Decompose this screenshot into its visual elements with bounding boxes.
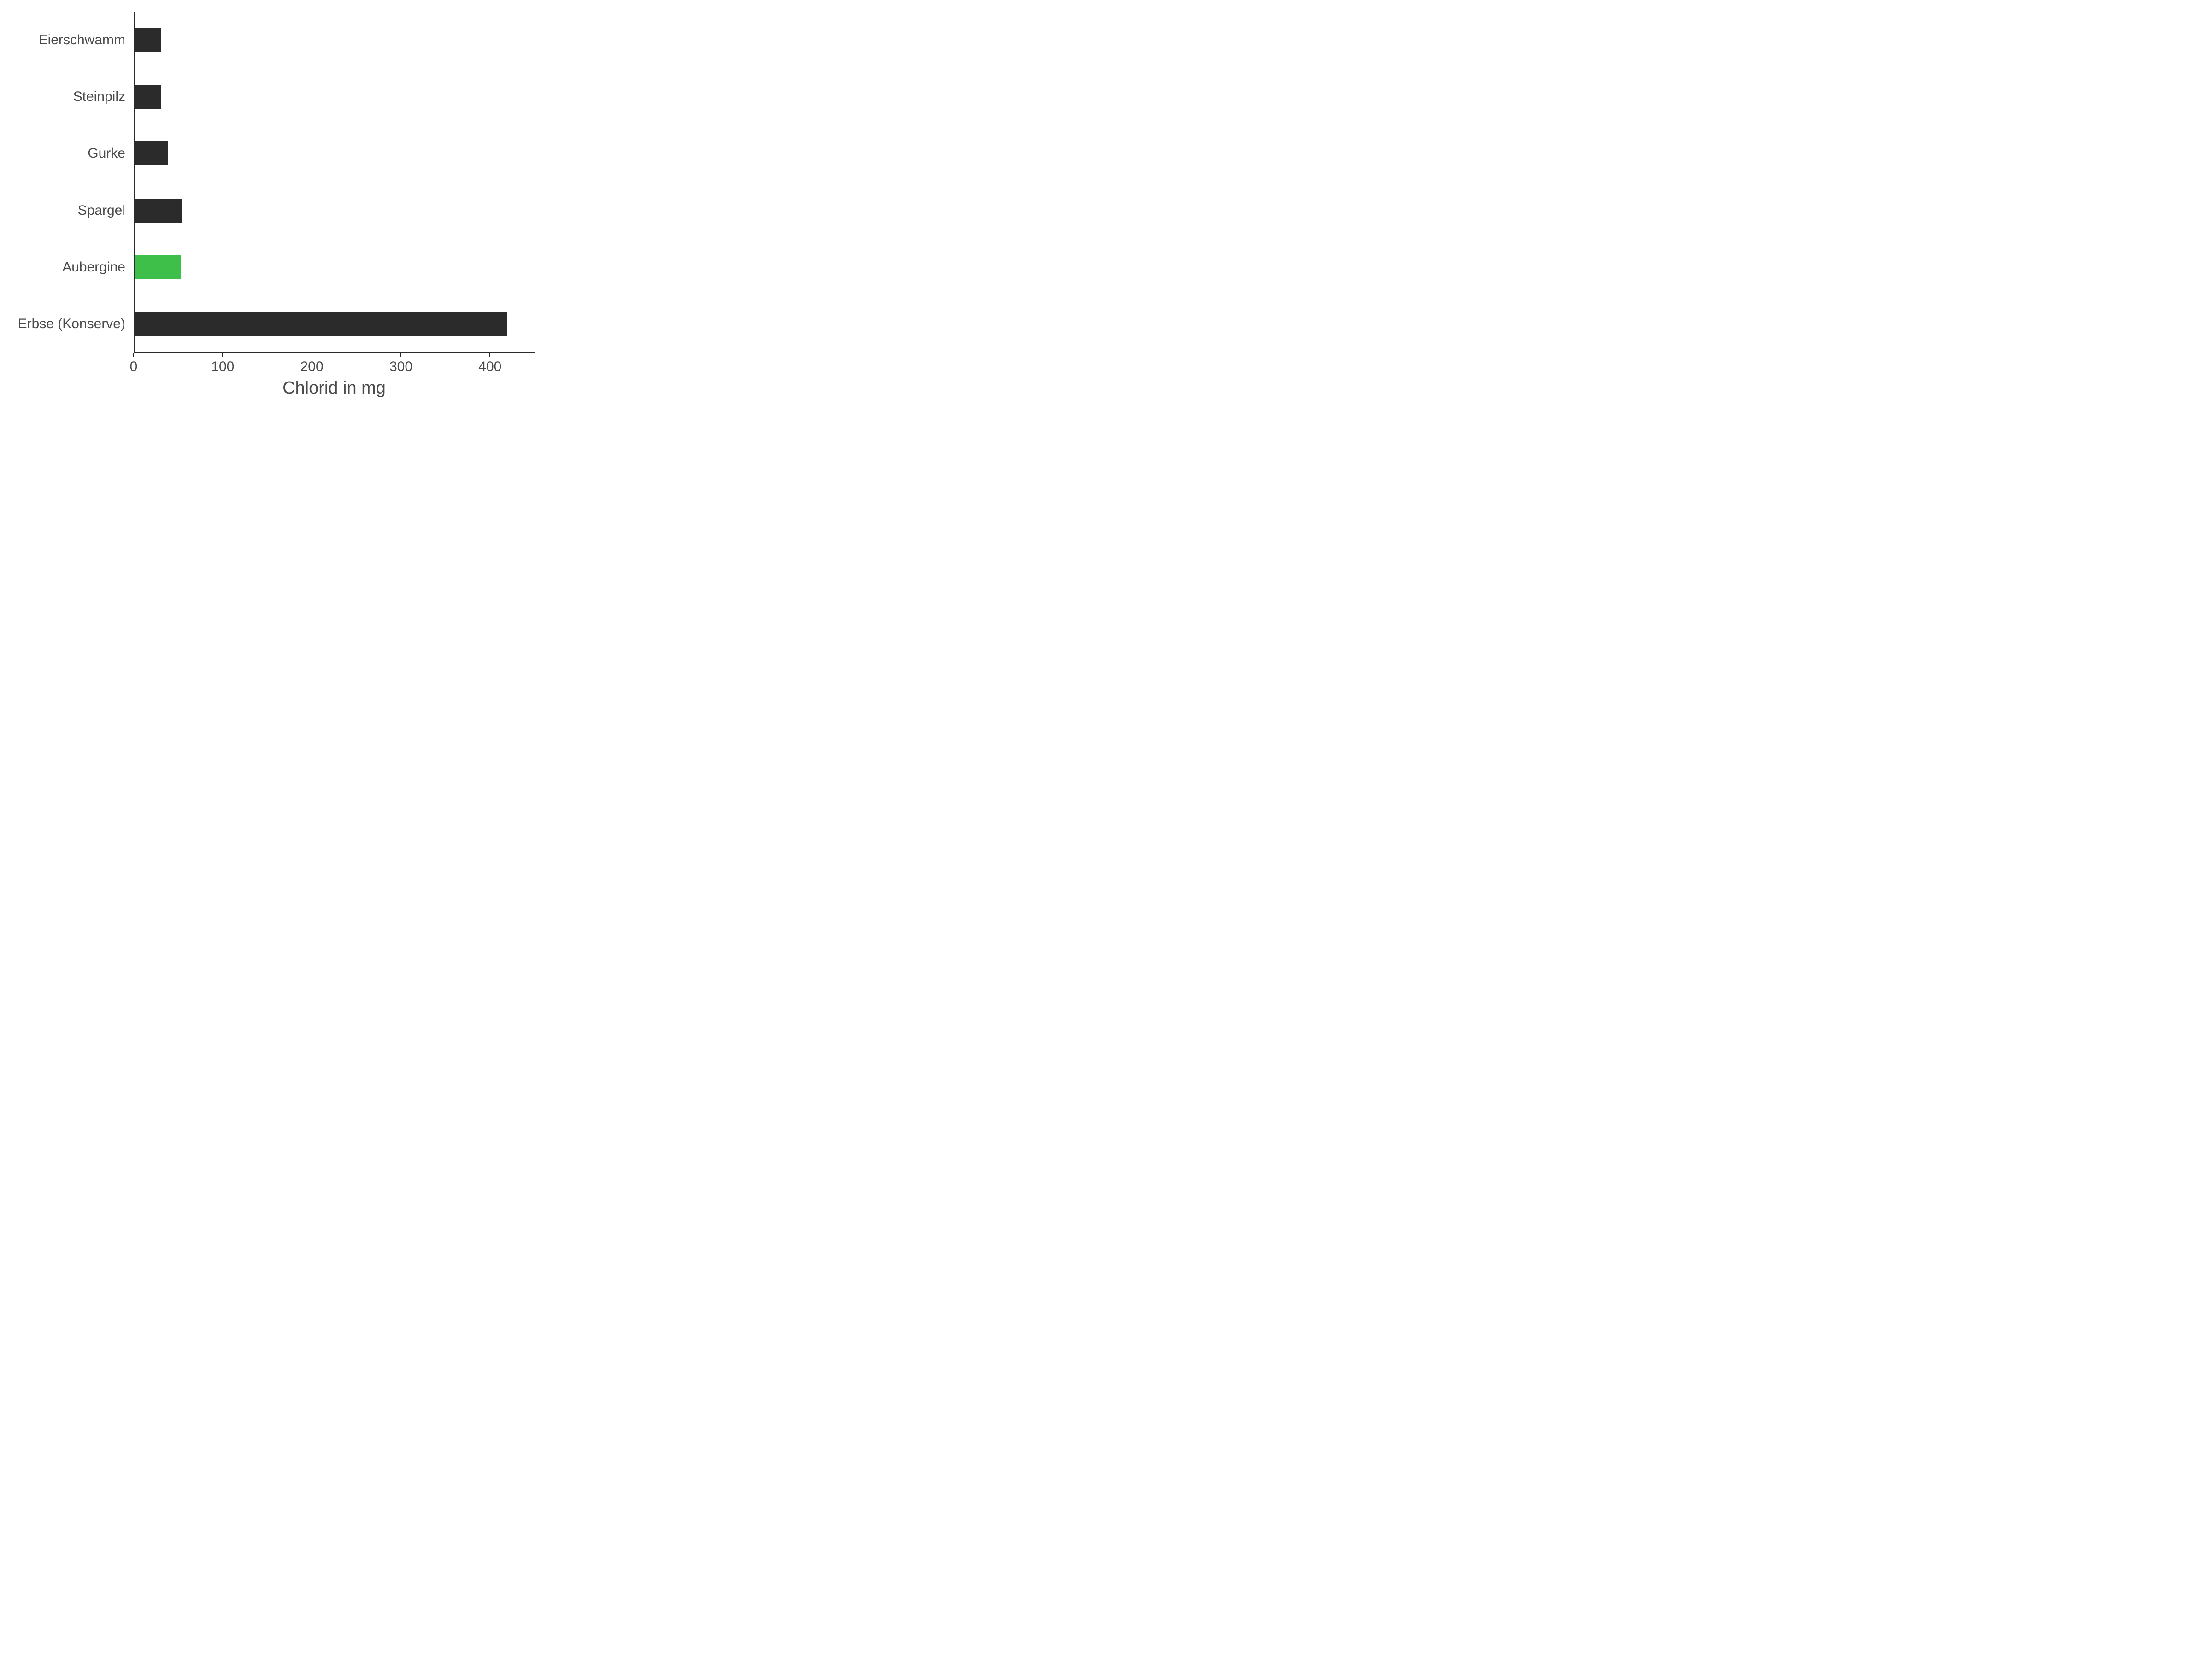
bar — [135, 141, 168, 165]
y-tick-label: Gurke — [88, 146, 125, 161]
bar — [135, 312, 507, 336]
y-tick-label: Erbse (Konserve) — [18, 316, 125, 332]
x-tick — [400, 353, 401, 357]
x-tick — [489, 353, 490, 357]
x-axis-title: Chlorid in mg — [282, 378, 386, 398]
bar — [135, 255, 181, 279]
x-tick — [133, 353, 134, 357]
x-tick-label: 300 — [389, 359, 412, 375]
x-tick-label: 400 — [478, 359, 501, 375]
y-tick-label: Aubergine — [62, 259, 125, 275]
y-tick-label: Spargel — [78, 203, 125, 218]
bar — [135, 199, 182, 223]
plot-area — [134, 12, 535, 353]
x-tick-label: 0 — [130, 359, 138, 375]
y-tick-label: Steinpilz — [73, 89, 125, 105]
chart-container: Chlorid in mg 0 100 200 300 400 Eierschwamm St… — [0, 0, 553, 415]
x-tick — [222, 353, 223, 357]
bar — [135, 28, 161, 52]
x-tick-label: 200 — [300, 359, 324, 375]
x-tick-label: 100 — [211, 359, 234, 375]
bar — [135, 85, 161, 109]
y-tick-label: Eierschwamm — [39, 32, 125, 48]
